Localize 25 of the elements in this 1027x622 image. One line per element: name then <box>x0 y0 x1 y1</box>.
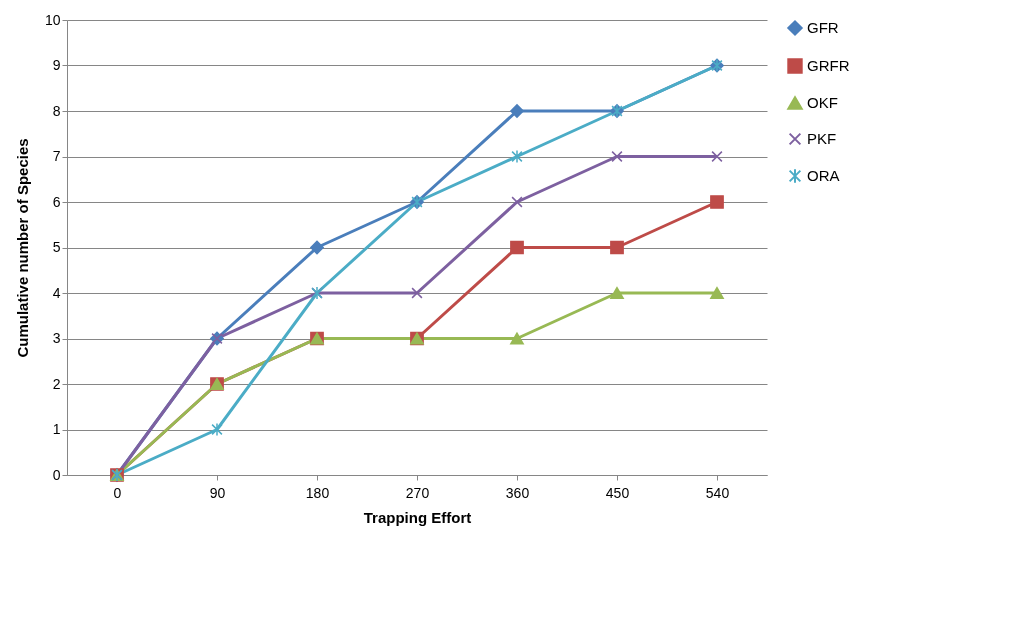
y-tick-label: 0 <box>52 466 61 483</box>
legend-label: ORA <box>807 167 840 184</box>
y-axis-title: Cumulative number of Species <box>13 138 31 358</box>
y-tick-label: 10 <box>44 11 61 28</box>
y-tick-label: 5 <box>52 239 61 255</box>
y-tick-label: 7 <box>52 148 61 164</box>
x-tick-label: 360 <box>505 484 530 501</box>
legend-label: GFR <box>807 19 839 36</box>
x-tick-label: 270 <box>405 484 430 501</box>
y-tick-label: 6 <box>52 193 61 210</box>
legend-label: OKF <box>807 94 838 111</box>
y-tick-label: 2 <box>52 375 61 392</box>
x-tick-label: 90 <box>209 484 226 501</box>
x-tick-label: 450 <box>605 484 630 501</box>
x-tick-label: 180 <box>305 484 330 501</box>
legend-label: GRFR <box>807 57 850 74</box>
x-tick-label: 540 <box>705 484 730 501</box>
legend-label: PKF <box>807 130 837 147</box>
y-tick-label: 9 <box>52 57 61 73</box>
y-tick-label: 1 <box>52 421 61 437</box>
x-tick-label: 0 <box>113 484 122 501</box>
y-tick-label: 4 <box>52 284 61 301</box>
x-axis-title: Trapping Effort <box>363 508 472 526</box>
y-tick-label: 8 <box>52 102 61 119</box>
y-tick-label: 3 <box>52 330 61 346</box>
